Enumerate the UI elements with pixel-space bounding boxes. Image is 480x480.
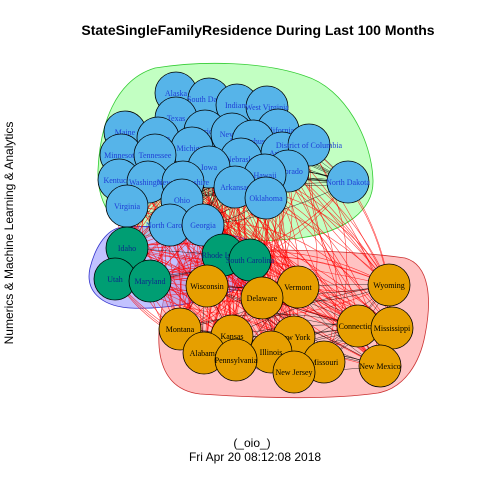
node-label: Nevada [220,130,245,139]
node-circle [272,350,316,394]
node-maryland: Maryland [128,259,172,303]
node-label: Vermont [284,283,312,292]
node-label: Kansas [220,332,243,341]
node-label: South Dakota [187,95,231,104]
node-label: District of Columbia [276,141,343,150]
node-label: Michigan [177,144,208,153]
node-label: South Carolina [226,256,275,265]
node-new-mexico: New Mexico [358,344,402,388]
node-label: Maryland [134,277,165,286]
node-label: Idaho [118,244,136,253]
node-wyoming: Wyoming [367,263,411,307]
node-label: Illinois [260,348,283,357]
node-label: Wisconsin [190,282,223,291]
node-label: New Mexico [359,362,401,371]
node-virginia: Virginia [105,184,149,228]
node-label: North Dakota [326,178,370,187]
node-circle [128,259,172,303]
node-label: Alabama [190,349,219,358]
node-label: Georgia [190,221,216,230]
node-circle [367,263,411,307]
node-label: Wyoming [373,281,405,290]
node-label: Maine [115,128,136,137]
node-label: Connecticut [339,322,378,331]
node-label: New Jersey [275,368,312,377]
node-oklahoma: Oklahoma [244,176,288,220]
node-label: Tennessee [139,151,172,160]
node-label: Ohio [174,196,190,205]
node-label: Oklahoma [249,194,283,203]
footer-line-1: (_oio_) [233,436,270,450]
node-vermont: Vermont [276,265,320,309]
node-mississippi: Mississippi [370,306,414,350]
node-wisconsin: Wisconsin [185,264,229,308]
node-pennsylvania: Pennsylvania [214,338,258,382]
footer-line-2: Fri Apr 20 08:12:08 2018 [189,450,321,464]
node-label: Mississippi [374,324,411,333]
node-label: West Virginia [245,103,289,112]
node-label: North Carolina [146,221,195,230]
node-label: California [262,126,295,135]
node-label: New York [278,333,310,342]
node-label: Arkansas [220,183,250,192]
node-circle [185,264,229,308]
node-label: Colorado [273,167,303,176]
node-label: Alaska [165,89,188,98]
node-label: Iowa [201,163,217,172]
node-circle [181,203,225,247]
edge-between-clusters [149,251,390,286]
node-label: Indiana [225,101,249,110]
node-circle [244,176,288,220]
node-label: Delaware [247,294,278,303]
node-circle [358,344,402,388]
node-circle [240,276,284,320]
node-circle [326,160,370,204]
side-label: Numerics & Machine Learning & Analytics [2,122,16,345]
node-label: Virginia [114,202,140,211]
node-label: Pennsylvania [215,356,258,365]
node-label: Texas [167,114,186,123]
node-new-jersey: New Jersey [272,350,316,394]
node-georgia: Georgia [181,203,225,247]
node-label: Washington [129,178,167,187]
node-label: Kentucky [103,176,134,185]
node-delaware: Delaware [240,276,284,320]
node-label: Minnesota [104,151,138,160]
edge-between-clusters [287,170,318,338]
node-label: Nebraska [226,155,257,164]
node-label: Utah [107,275,123,284]
node-circle [214,338,258,382]
node-label: Rhode Island [202,251,244,260]
node-label: Montana [166,325,195,334]
node-label: Hawaii [253,171,277,180]
node-label: Missouri [310,358,339,367]
chart-title: StateSingleFamilyResidence During Last 1… [81,22,434,38]
node-north-dakota: North Dakota [326,160,370,204]
